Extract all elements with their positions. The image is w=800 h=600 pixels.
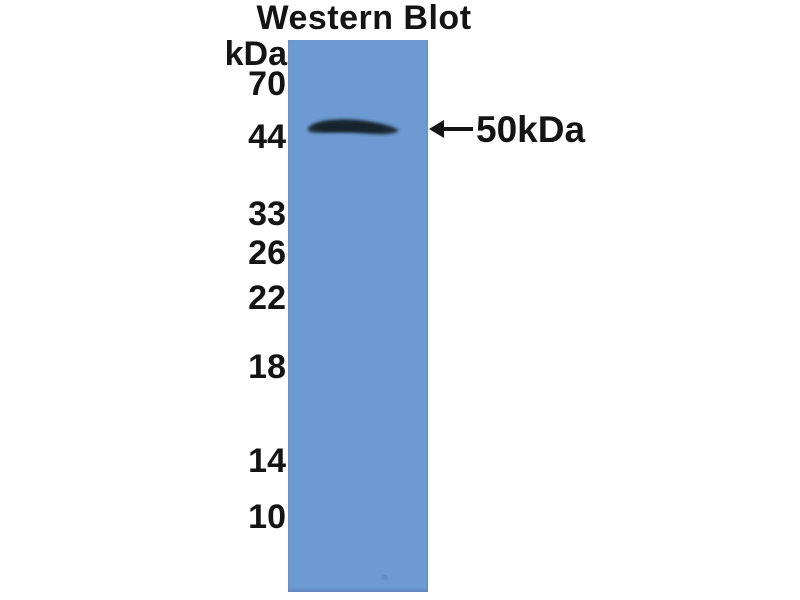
blot-lane <box>288 40 428 592</box>
ladder-marker-33: 33 <box>248 195 286 233</box>
ladder-marker-10: 10 <box>248 498 286 536</box>
ladder-marker-44: 44 <box>248 118 286 156</box>
ladder-marker-70: 70 <box>248 65 286 103</box>
ladder-marker-26: 26 <box>248 234 286 272</box>
lane-speck <box>381 575 388 580</box>
band-annotation: 50kDa <box>428 108 586 150</box>
unit-label-kda: kDa <box>224 35 287 73</box>
left-arrow-icon <box>429 120 473 138</box>
figure-title: Western Blot <box>256 0 472 37</box>
ladder-marker-14: 14 <box>248 442 286 480</box>
protein-band <box>307 119 399 135</box>
band-annotation-label: 50kDa <box>476 108 586 150</box>
ladder-marker-22: 22 <box>248 279 286 317</box>
ladder-marker-18: 18 <box>248 348 286 386</box>
